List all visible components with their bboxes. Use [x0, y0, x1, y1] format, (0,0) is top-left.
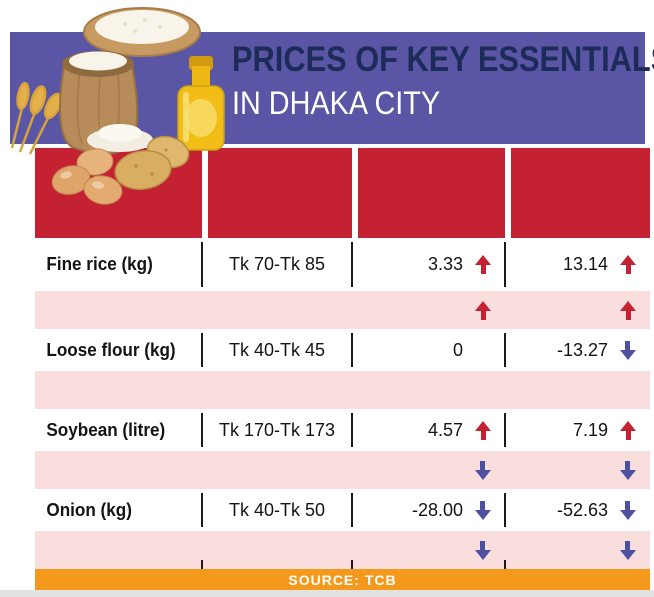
change-cell-1: 4.57 — [351, 409, 505, 451]
table-separator-row — [35, 531, 650, 569]
bottom-strip — [0, 590, 654, 597]
change-value-1: 3.33 — [427, 254, 463, 274]
item-name: Fine rice (kg) — [46, 254, 153, 274]
price-range: Tk 40-Tk 50 — [201, 489, 352, 531]
table-separator-row — [35, 371, 650, 409]
change-cell-1: 0 — [351, 329, 505, 371]
wheat-illustration — [10, 81, 63, 155]
price-range: Tk 70-Tk 85 — [201, 238, 352, 291]
table-row: Loose flour (kg) Tk 40-Tk 45 0 -13.27 — [35, 329, 650, 371]
source-bar: SOURCE: TCB — [35, 569, 650, 590]
trend-arrow-2-icon — [620, 461, 636, 480]
change-value-2: 7.19 — [572, 419, 608, 440]
page-title: PRICES OF KEY ESSENTIALS IN DHAKA CITY — [232, 40, 654, 122]
table-row: Soybean (litre) Tk 170-Tk 173 4.57 7.19 — [35, 409, 650, 451]
eggs-illustration — [51, 148, 123, 205]
change-cell-2: 13.14 — [504, 238, 650, 291]
trend-arrow-1-icon — [475, 301, 491, 320]
trend-arrow-1-icon — [475, 421, 491, 440]
table-separator-row — [35, 451, 650, 489]
change-value-2: -13.27 — [556, 339, 608, 360]
title-line-2: IN DHAKA CITY — [232, 84, 441, 121]
table-separator-row — [35, 291, 650, 329]
trend-arrow-1-icon — [475, 541, 491, 560]
trend-arrow-2-icon — [620, 255, 636, 274]
trend-arrow-1-icon — [475, 255, 491, 274]
oil-bottle-illustration — [177, 56, 225, 151]
table-row: Onion (kg) Tk 40-Tk 50 -28.00 -52.63 — [35, 489, 650, 531]
potatoes-illustration — [114, 135, 190, 190]
trend-arrow-1-icon — [475, 501, 491, 520]
price-range: Tk 170-Tk 173 — [201, 409, 352, 451]
trend-arrow-2-icon — [620, 341, 636, 360]
item-name: Onion (kg) — [46, 499, 132, 520]
item-name: Soybean (litre) — [46, 419, 166, 440]
trend-arrow-2-icon — [620, 301, 636, 320]
prices-table: Fine rice (kg) Tk 70-Tk 85 3.33 13.14 Lo… — [35, 148, 650, 569]
change-value-1: 4.57 — [427, 419, 463, 440]
rice-basket-illustration — [83, 7, 201, 57]
trend-arrow-2-icon — [620, 501, 636, 520]
source-label: SOURCE: TCB — [288, 571, 397, 588]
change-value-1: 0 — [452, 339, 463, 360]
change-value-2: 13.14 — [562, 254, 608, 274]
change-value-2: -52.63 — [556, 499, 608, 520]
header-column-gap — [505, 148, 511, 238]
trend-arrow-2-icon — [620, 541, 636, 560]
change-cell-2: -13.27 — [504, 329, 650, 371]
title-line-1: PRICES OF KEY ESSENTIALS — [232, 40, 654, 79]
header-column-gap — [202, 148, 208, 238]
essentials-illustration — [10, 7, 225, 205]
header-column-gap — [352, 148, 358, 238]
price-range: Tk 40-Tk 45 — [201, 329, 352, 371]
change-value-1: -28.00 — [411, 499, 463, 520]
item-name: Loose flour (kg) — [46, 339, 176, 360]
change-cell-2: 7.19 — [504, 409, 650, 451]
flour-illustration — [87, 124, 153, 152]
trend-arrow-2-icon — [620, 421, 636, 440]
change-cell-2: -52.63 — [504, 489, 650, 531]
change-cell-1: -28.00 — [351, 489, 505, 531]
trend-arrow-1-icon — [475, 461, 491, 480]
change-cell-1: 3.33 — [351, 238, 505, 291]
table-row: Fine rice (kg) Tk 70-Tk 85 3.33 13.14 — [35, 238, 650, 291]
